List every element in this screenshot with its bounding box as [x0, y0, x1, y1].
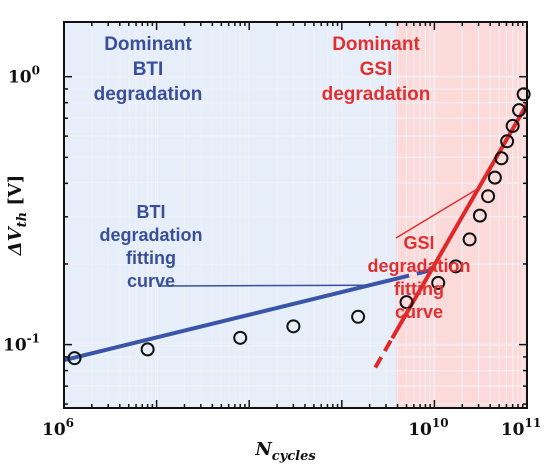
data-point — [481, 189, 496, 204]
data-point — [140, 342, 155, 357]
y-axis-title: ΔVth [V] — [5, 175, 30, 257]
x-tick-label: 1010 — [408, 416, 448, 440]
data-point — [448, 259, 463, 274]
data-point — [512, 103, 527, 118]
bti-fit-label-pointer — [161, 284, 370, 287]
y-tick-label: 100 — [8, 64, 40, 88]
data-point — [505, 118, 520, 133]
data-point — [67, 351, 82, 366]
data-point — [431, 275, 446, 290]
data-points — [67, 87, 531, 366]
data-point — [462, 232, 477, 247]
bti-fit-dashed — [395, 267, 435, 281]
fit-curves — [64, 103, 527, 369]
plot-frame — [63, 21, 528, 409]
data-point — [286, 319, 301, 334]
x-tick-label: 1011 — [501, 416, 541, 440]
region-label-bti: Dominant BTI degradation — [94, 34, 203, 105]
gsi-fit-solid — [390, 103, 527, 340]
y-tick-label: 10-1 — [3, 332, 40, 356]
x-axis-title: Ncycles — [254, 439, 316, 464]
data-point — [494, 151, 509, 166]
gsi-fit-label: GSI degradation fitting curve — [367, 233, 470, 322]
plot-border — [63, 21, 528, 409]
data-point — [233, 330, 248, 345]
data-point — [351, 309, 366, 324]
x-tick-label: 106 — [42, 416, 74, 440]
gsi-fit-dashed — [373, 337, 394, 369]
gsi-fit-label-pointer — [395, 187, 479, 239]
data-point — [399, 295, 414, 310]
data-point — [472, 208, 487, 223]
data-point — [487, 170, 502, 185]
region-label-gsi: Dominant GSI degradation — [322, 34, 431, 105]
grid-lines — [64, 22, 527, 408]
region-bti — [64, 22, 396, 408]
data-point — [500, 134, 515, 149]
chart-text: 106 1010 1011 10-1 100 Ncycles ΔVth [V] Dominan… — [3, 34, 541, 464]
bti-fit-solid — [64, 276, 398, 363]
